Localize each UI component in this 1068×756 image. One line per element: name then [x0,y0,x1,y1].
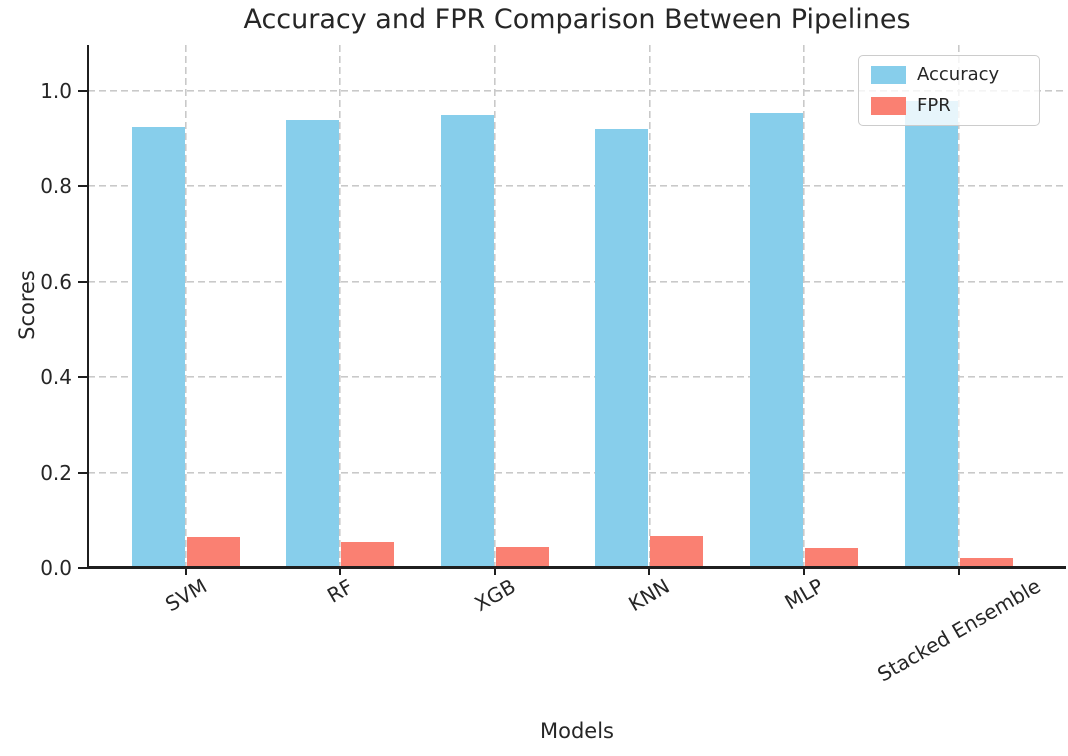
x-tick-label: Stacked Ensemble [872,573,1045,687]
x-tick-label: SVM [160,574,211,617]
legend-item-fpr: FPR [871,96,1027,116]
x-tick-mark [803,569,805,575]
y-gridline [88,471,1066,474]
x-tick-mark [184,569,187,575]
bar-accuracy [750,113,803,568]
y-tick-mark [78,90,88,92]
y-gridline [88,90,1066,92]
legend-item-accuracy: Accuracy [871,65,1027,85]
y-tick-mark [78,185,88,188]
x-axis-label: Models [540,719,614,743]
chart-title: Accuracy and FPR Comparison Between Pipe… [243,4,911,35]
x-tick-mark [339,569,342,575]
bar-fpr [495,546,549,568]
x-gridline [184,45,187,568]
bar-accuracy [286,119,340,568]
legend-label-accuracy: Accuracy [917,64,1000,85]
x-tick-label: MLP [780,573,828,615]
x-tick-mark [493,569,496,575]
accuracy-swatch-icon [871,66,906,84]
y-tick-mark [78,280,88,283]
bar-fpr [959,557,1013,568]
y-gridline [88,185,1066,188]
y-tick-label: 1.0 [40,79,72,103]
bar-fpr [186,537,240,568]
x-gridline [339,45,342,568]
bar-accuracy [904,100,958,568]
y-tick-label: 0.6 [40,269,72,294]
y-tick-label: 0.0 [40,556,72,580]
y-tick-label: 0.8 [40,174,72,199]
bar-accuracy [440,114,494,568]
x-tick-label: KNN [624,573,675,617]
y-axis-spine [87,45,89,569]
x-tick-label: RF [323,573,358,608]
y-gridline [88,376,1066,379]
x-gridline [648,45,651,568]
bar-fpr [805,547,858,568]
bar-fpr [650,535,704,568]
x-tick-label: XGB [470,574,520,617]
y-tick-mark [78,567,88,569]
y-tick-mark [78,376,88,379]
fpr-swatch-icon [871,97,906,115]
bar-fpr [341,542,395,568]
bar-accuracy [595,129,649,568]
x-gridline [494,45,496,568]
bar-accuracy [131,126,185,568]
plot-area [88,45,1066,568]
x-axis-spine [87,566,1066,569]
y-axis-label: Scores [15,270,39,340]
legend-label-fpr: FPR [917,95,951,116]
x-tick-mark [648,569,651,575]
x-tick-mark [957,569,960,575]
y-gridline [88,280,1066,283]
y-tick-label: 0.4 [40,365,72,390]
y-tick-label: 0.2 [40,460,72,485]
y-tick-mark [78,471,88,474]
x-gridline [957,45,960,568]
x-gridline [803,45,806,568]
legend: Accuracy FPR [858,55,1040,126]
